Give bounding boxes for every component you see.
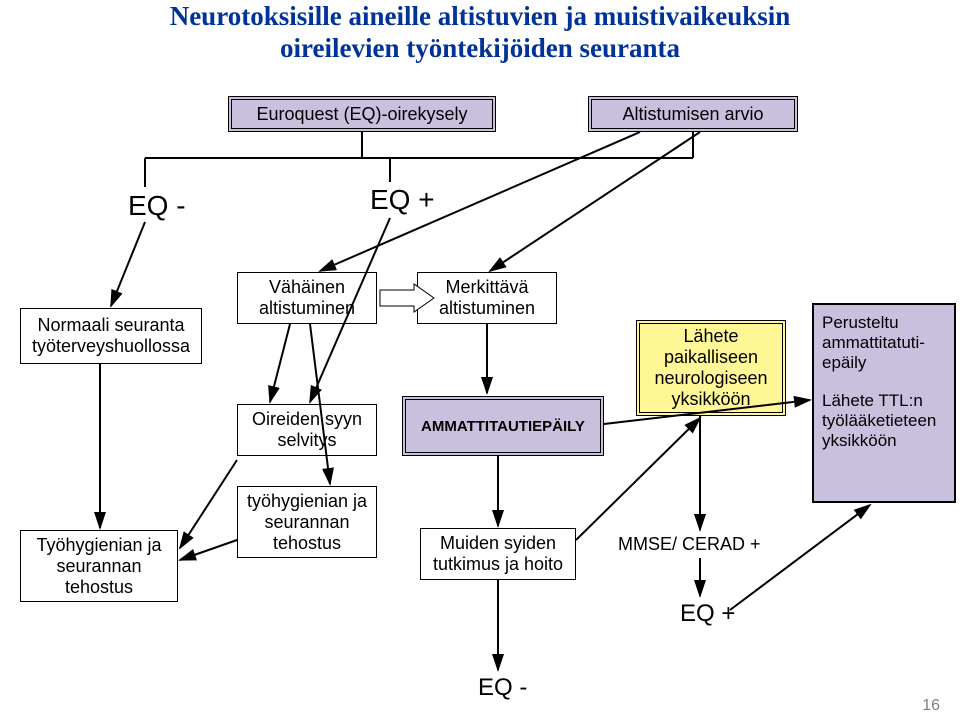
box-tyohyg2: työhygienian ja seurannan tehostus — [237, 486, 377, 558]
title-line-2: oireilevien työntekijöiden seuranta — [280, 33, 680, 63]
eq-plus: EQ + — [370, 184, 435, 216]
box-lahete: Lähete paikalliseen neurologiseen yksikk… — [636, 320, 786, 416]
box-ammatti: AMMATTITAUTIEPÄILY — [402, 396, 604, 456]
label-tyohyg2: työhygienian ja seurannan tehostus — [244, 491, 370, 554]
box-altistumisen: Altistumisen arvio — [588, 96, 798, 132]
eq-plus-2: EQ + — [680, 600, 735, 628]
page-number: 16 — [922, 697, 940, 715]
box-euroquest: Euroquest (EQ)-oirekysely — [228, 96, 496, 132]
label-lahete: Lähete paikalliseen neurologiseen yksikk… — [646, 326, 776, 410]
right-content: Perusteltu ammattitatuti-epäily Lähete T… — [822, 313, 946, 451]
label-normal: Normaali seuranta työterveyshuollossa — [27, 315, 195, 357]
box-tyohyg: Työhygienian ja seurannan tehostus — [20, 530, 178, 602]
eq-minus-2: EQ - — [478, 674, 527, 702]
box-oireiden: Oireiden syyn selvitys — [237, 404, 377, 456]
box-vahainen: Vähäinen altistuminen — [237, 272, 377, 324]
label-vahainen: Vähäinen altistuminen — [244, 277, 370, 319]
eq-minus: EQ - — [128, 190, 186, 222]
label-mmse: MMSE/ CERAD + — [618, 534, 761, 555]
label-muiden: Muiden syiden tutkimus ja hoito — [427, 533, 569, 575]
box-merkittava: Merkittävä altistuminen — [417, 272, 557, 324]
label-lahete-ttl: Lähete TTL:n työlääketieteen yksikköön — [822, 391, 936, 450]
label-euroquest: Euroquest (EQ)-oirekysely — [256, 104, 467, 125]
title: Neurotoksisille aineille altistuvien ja … — [0, 0, 960, 65]
box-muiden: Muiden syiden tutkimus ja hoito — [420, 528, 576, 580]
label-ammatti: AMMATTITAUTIEPÄILY — [421, 418, 585, 435]
box-right: Perusteltu ammattitatuti-epäily Lähete T… — [812, 303, 956, 503]
page: Neurotoksisille aineille altistuvien ja … — [0, 0, 960, 723]
label-merkittava: Merkittävä altistuminen — [424, 277, 550, 319]
label-tyohyg: Työhygienian ja seurannan tehostus — [27, 535, 171, 598]
label-altistumisen: Altistumisen arvio — [622, 104, 763, 125]
label-oireiden: Oireiden syyn selvitys — [244, 409, 370, 451]
box-normal: Normaali seuranta työterveyshuollossa — [20, 308, 202, 364]
title-line-1: Neurotoksisille aineille altistuvien ja … — [170, 1, 791, 31]
label-perusteltu: Perusteltu ammattitatuti-epäily — [822, 313, 925, 372]
